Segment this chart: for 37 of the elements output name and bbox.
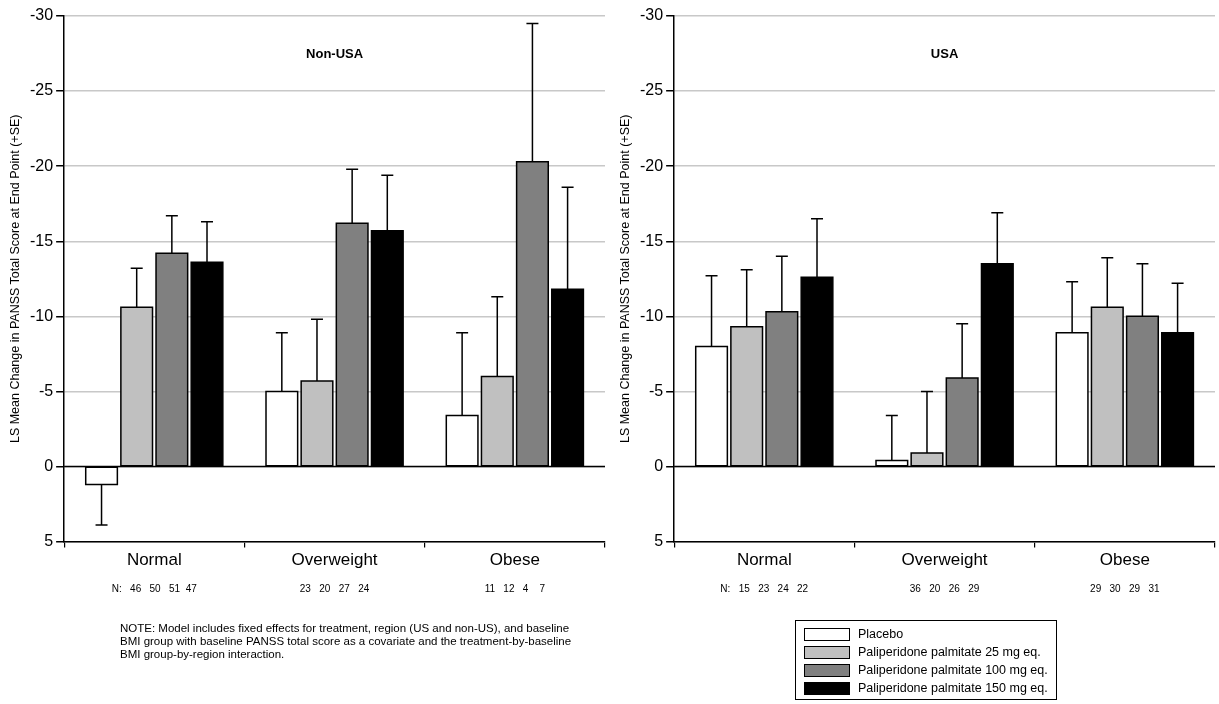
y-tick-label: -10 [640,306,664,324]
y-tick-label: -15 [640,231,664,249]
x-tick-label: Overweight [901,550,988,570]
y-tick-label: 5 [654,532,664,550]
legend-label: Paliperidone palmitate 100 mg eq. [858,663,1048,677]
y-tick-label: 0 [654,456,664,474]
text: N: 15 23 24 22 [720,583,809,595]
y-tick-label: -20 [30,156,54,174]
y-tick-label: -20 [640,156,664,174]
x-tick-label: Normal [736,550,792,570]
y-tick-label: -5 [648,381,664,399]
y-tick-label: -15 [30,231,54,249]
y-tick-label: 0 [44,456,54,474]
legend-label: Paliperidone palmitate 150 mg eq. [858,681,1048,695]
legend-label: Paliperidone palmitate 25 mg eq. [858,645,1041,659]
text: 23 20 27 24 [299,583,370,595]
text: N: 46 50 51 47 [111,583,198,595]
text: Non-USA [306,45,364,61]
y-axis-title: LS Mean Change in PANSS Total Score at End Point (+SE) [7,114,22,444]
x-tick-label: Normal [126,550,182,570]
y-axis-title: LS Mean Change in PANSS Total Score at End Point (+SE) [617,114,632,444]
text: USA [930,45,959,61]
y-tick-label: 5 [44,532,54,550]
text: 11 12 4 7 [484,583,546,595]
y-tick-label: -5 [38,381,54,399]
y-tick-label: -30 [30,6,54,24]
x-tick-label: Overweight [291,550,378,570]
x-tick-label: Obese [489,550,540,570]
text: 36 20 26 29 [909,583,980,595]
y-tick-label: -25 [640,81,664,99]
text: NOTE: Model includes fixed effects for treatment, region (US and non-US), and baseline BMI group with baseline PANSS total score as a covariate and the treatment-by-baseline BMI group-by-region interaction. [120,622,573,661]
legend-label: Placebo [858,627,904,641]
text: 29 30 29 31 [1090,583,1161,595]
y-tick-label: -25 [30,81,54,99]
y-tick-label: -30 [640,6,664,24]
y-tick-label: -10 [30,306,54,324]
x-tick-label: Obese [1099,550,1150,570]
